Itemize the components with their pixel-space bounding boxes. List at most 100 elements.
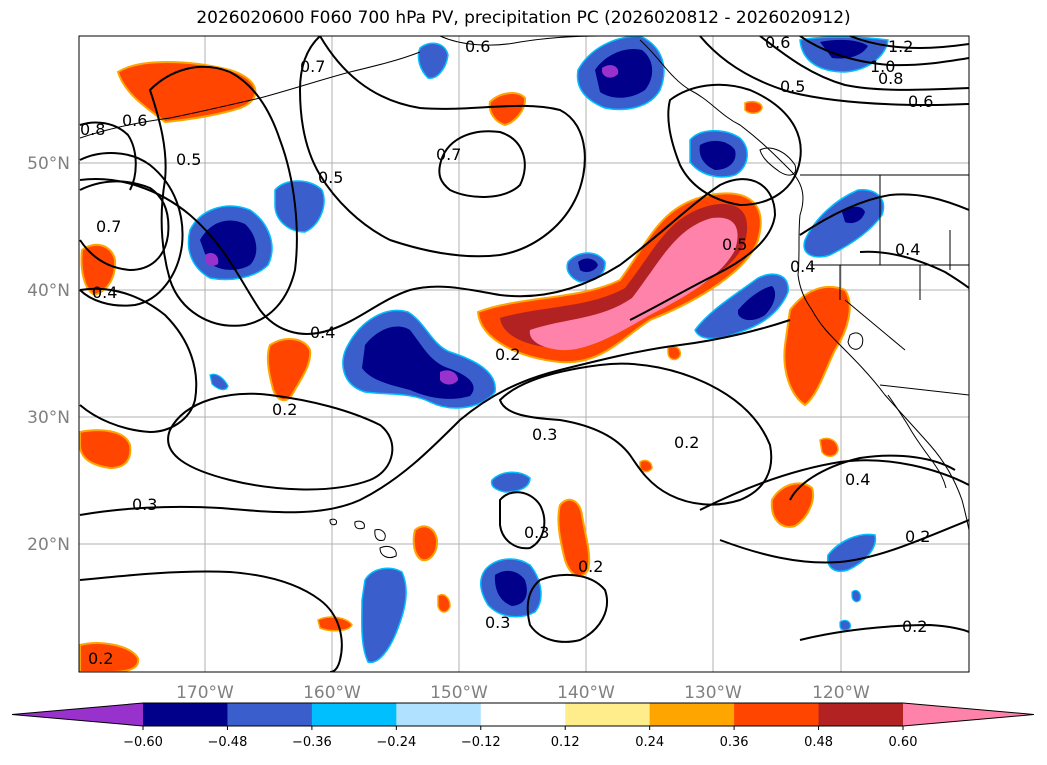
colorbar-segment bbox=[396, 703, 482, 726]
precip-area-20n-140w bbox=[557, 498, 591, 578]
precip-neg-57n-135w-core bbox=[595, 49, 653, 98]
channel-islands bbox=[847, 332, 864, 350]
precip-area-west-edge bbox=[80, 243, 117, 297]
contour-label-23: 1.0 bbox=[870, 57, 895, 76]
negative-precip-areas bbox=[187, 36, 889, 664]
contour-label-21: 0.2 bbox=[902, 617, 927, 636]
contour-label-2: 0.6 bbox=[122, 111, 147, 130]
colorbar: −0.60 −0.48 −0.36 −0.24 −0.12 0.12 0.24 0.36 0.4… bbox=[11, 702, 1035, 750]
lon-label-150w: 150°W bbox=[430, 683, 488, 703]
contour-05-ne bbox=[667, 83, 802, 207]
precip-area-small-4 bbox=[317, 616, 353, 632]
contour-12-ne bbox=[849, 36, 969, 50]
colorbar-tick-label: −0.60 bbox=[123, 735, 163, 750]
lat-label-40n: 40°N bbox=[27, 281, 70, 301]
contour-04-se bbox=[789, 454, 956, 501]
contour-label-22: 1.2 bbox=[888, 37, 913, 56]
contour-label-3: 0.5 bbox=[176, 150, 201, 169]
lon-label-170w: 170°W bbox=[176, 683, 234, 703]
colorbar-tick-label: 0.36 bbox=[720, 735, 749, 750]
colorbar-segment bbox=[565, 703, 651, 726]
state-borders bbox=[810, 175, 969, 351]
contour-label-11: 0.2 bbox=[272, 400, 297, 419]
map-frame bbox=[78, 35, 970, 673]
contour-03-south bbox=[79, 570, 343, 672]
vancouver-island bbox=[759, 147, 797, 176]
precip-neg-25n-145w bbox=[490, 471, 531, 493]
lon-label-160w: 160°W bbox=[303, 683, 361, 703]
hawaii-islands bbox=[329, 518, 397, 559]
colorbar-tick-label: 0.60 bbox=[889, 735, 918, 750]
contour-label-13: 0.3 bbox=[132, 495, 157, 514]
colorbar-segment bbox=[311, 703, 397, 726]
precip-area-main-peak bbox=[529, 217, 738, 351]
contour-label-19: 0.2 bbox=[905, 527, 930, 546]
precip-neg-15n-157w bbox=[361, 567, 407, 664]
latitude-labels: 50°N 40°N 30°N 20°N bbox=[27, 154, 70, 555]
contour-label-20: 0.2 bbox=[88, 649, 113, 668]
contour-02-ring-sw bbox=[167, 392, 394, 491]
precip-area-west-30n bbox=[79, 429, 132, 470]
colorbar-segment bbox=[818, 703, 904, 726]
precip-neg-45n-120w bbox=[803, 189, 885, 258]
colorbar-tick-label: −0.12 bbox=[461, 735, 501, 750]
contour-label-6: 0.7 bbox=[96, 217, 121, 236]
border-us-mexico bbox=[879, 384, 969, 396]
contour-label-16: 0.2 bbox=[578, 557, 603, 576]
contour-label-7: 0.4 bbox=[92, 283, 117, 302]
pv-contours bbox=[79, 36, 969, 672]
contour-04-east bbox=[799, 193, 969, 289]
colorbar-tick-label: −0.48 bbox=[208, 735, 248, 750]
colorbar-segment bbox=[734, 703, 820, 726]
colorbar-tick-label: −0.24 bbox=[376, 735, 416, 750]
coastline-alaska bbox=[439, 36, 601, 46]
contour-label-17: 0.4 bbox=[845, 470, 870, 489]
colorbar-extend-high bbox=[903, 703, 1034, 726]
contour-label-15: 0.3 bbox=[524, 523, 549, 542]
contour-label-14: 0.2 bbox=[674, 433, 699, 452]
contour-label-1: 0.7 bbox=[300, 57, 325, 76]
precip-neg-18n-145w-core bbox=[494, 570, 527, 606]
colorbar-extend-low bbox=[12, 703, 143, 726]
contour-04-loop bbox=[79, 178, 777, 335]
map-title: 2026020600 F060 700 hPa PV, precipitatio… bbox=[196, 8, 851, 28]
positive-precip-areas bbox=[79, 61, 851, 672]
contour-label-25: 0.6 bbox=[908, 92, 933, 111]
precip-area-small-1 bbox=[744, 100, 763, 114]
contour-label-0: 0.6 bbox=[465, 37, 490, 56]
contour-label-10: 0.5 bbox=[722, 235, 747, 254]
precip-neg-small-1 bbox=[209, 373, 229, 391]
colorbar-segment bbox=[227, 703, 313, 726]
precip-neg-40n-140w-core bbox=[578, 258, 598, 273]
precip-area-small-6 bbox=[667, 345, 682, 361]
lon-label-140w: 140°W bbox=[557, 683, 615, 703]
contour-label-extra: 0.4 bbox=[790, 257, 815, 276]
contour-label-28: 0.4 bbox=[895, 240, 920, 259]
precip-neg-small-3 bbox=[851, 589, 861, 603]
colorbar-segment bbox=[480, 703, 566, 726]
coastline-north-america bbox=[639, 39, 969, 531]
contour-06-ne bbox=[699, 36, 969, 107]
precip-area-22n-125w bbox=[770, 482, 814, 528]
precip-neg-57n-155w bbox=[417, 42, 449, 79]
contour-label-24: 0.8 bbox=[878, 69, 903, 88]
precip-area-calcoast bbox=[783, 285, 851, 407]
contour-02-se bbox=[699, 459, 969, 564]
contour-04-west bbox=[79, 287, 198, 434]
contour-07-west bbox=[79, 180, 170, 272]
precip-neg-35n-155w-peak bbox=[440, 370, 458, 385]
coastlines bbox=[79, 36, 969, 559]
precip-area-55n-145w bbox=[488, 92, 527, 127]
contour-06-outer bbox=[298, 36, 586, 258]
longitude-labels: 170°W 160°W 150°W 140°W 130°W 120°W bbox=[176, 683, 870, 703]
contour-03-loop bbox=[79, 319, 791, 516]
precip-neg-small-2 bbox=[839, 619, 851, 631]
colorbar-tick-label: 0.48 bbox=[804, 735, 833, 750]
contour-label-5: 0.7 bbox=[436, 145, 461, 164]
lon-label-120w: 120°W bbox=[812, 683, 870, 703]
lat-label-50n: 50°N bbox=[27, 154, 70, 174]
lon-label-130w: 130°W bbox=[684, 683, 742, 703]
precip-neg-38n-128w-core bbox=[738, 286, 776, 321]
contour-label-27: 0.8 bbox=[80, 120, 105, 139]
contour-label-9: 0.2 bbox=[495, 345, 520, 364]
